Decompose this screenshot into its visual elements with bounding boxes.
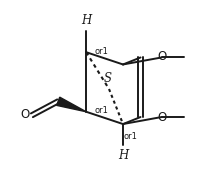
Text: or1: or1: [124, 132, 138, 141]
Text: or1: or1: [94, 106, 108, 114]
Text: S: S: [103, 72, 111, 85]
Text: H: H: [118, 150, 128, 163]
Text: or1: or1: [94, 47, 108, 56]
Polygon shape: [57, 97, 86, 112]
Text: O: O: [20, 108, 29, 121]
Text: H: H: [81, 14, 91, 27]
Text: O: O: [157, 111, 166, 124]
Text: O: O: [157, 50, 166, 63]
